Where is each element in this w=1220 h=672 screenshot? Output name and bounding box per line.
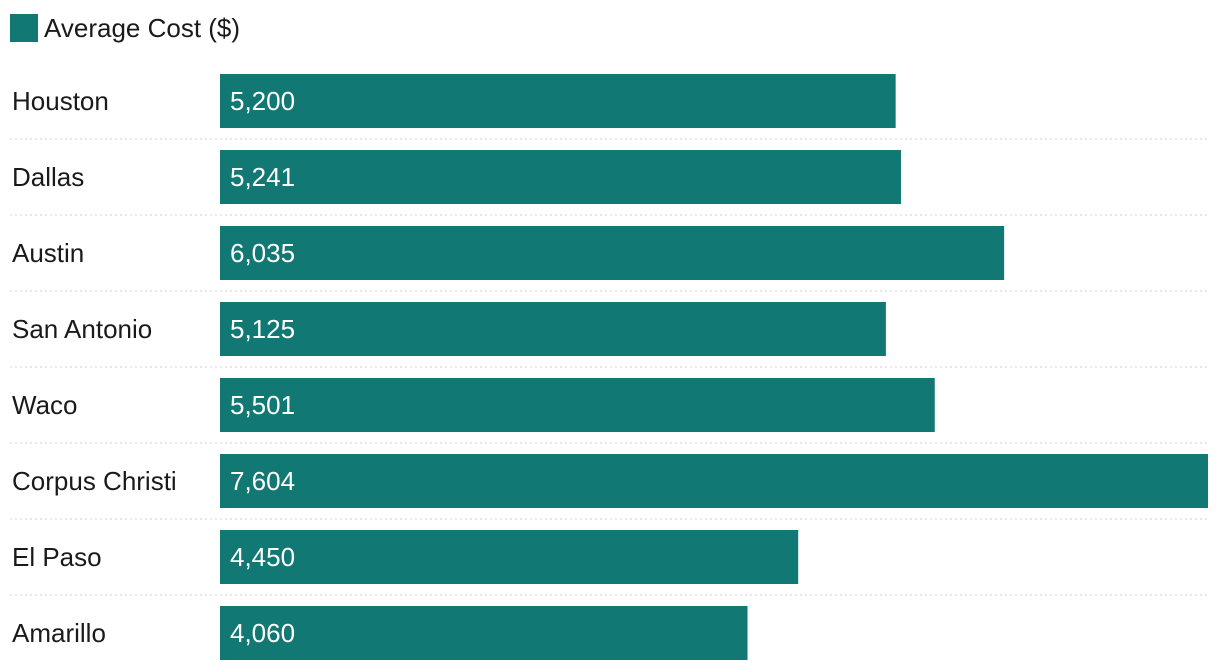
bar	[220, 150, 901, 204]
value-label: 4,060	[230, 618, 295, 648]
bar	[220, 378, 935, 432]
bar-row: Amarillo 4,060	[12, 606, 748, 660]
bar-row: El Paso 4,450	[10, 530, 1208, 596]
legend-swatch	[10, 14, 38, 42]
category-label: El Paso	[12, 542, 102, 572]
bar	[220, 606, 748, 660]
category-label: Dallas	[12, 162, 84, 192]
chart-legend: Average Cost ($)	[10, 10, 240, 46]
bar-row: San Antonio 5,125	[10, 302, 1208, 368]
category-label: Austin	[12, 238, 84, 268]
value-label: 5,125	[230, 314, 295, 344]
bar	[220, 302, 886, 356]
bar-row: Dallas 5,241	[10, 150, 1208, 216]
category-label: Waco	[12, 390, 78, 420]
bar	[220, 530, 799, 584]
bar	[220, 226, 1005, 280]
value-label: 5,200	[230, 86, 295, 116]
value-label: 5,501	[230, 390, 295, 420]
legend-label: Average Cost ($)	[44, 13, 241, 43]
bar	[220, 454, 1208, 508]
bar	[220, 74, 896, 128]
value-label: 5,241	[230, 162, 295, 192]
category-label: San Antonio	[12, 314, 152, 344]
value-label: 4,450	[230, 542, 295, 572]
bar-row: Waco 5,501	[10, 378, 1208, 444]
bar-row: Austin 6,035	[10, 226, 1208, 292]
bar-row: Corpus Christi 7,604	[10, 454, 1208, 520]
bar-row: Houston 5,200	[10, 74, 1208, 140]
value-label: 6,035	[230, 238, 295, 268]
category-label: Amarillo	[12, 618, 106, 648]
value-label: 7,604	[230, 466, 295, 496]
category-label: Houston	[12, 86, 109, 116]
category-label: Corpus Christi	[12, 466, 177, 496]
